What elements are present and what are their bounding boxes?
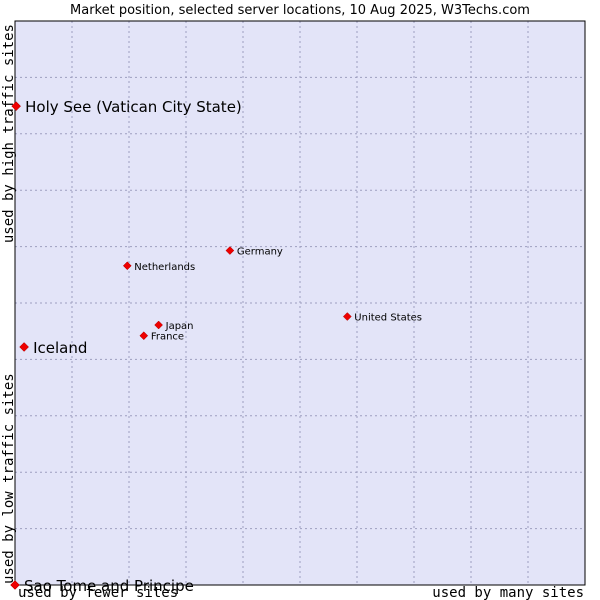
point-marker-germany — [225, 246, 235, 255]
point-label-holy-see-vatican-city-state: Holy See (Vatican City State) — [25, 98, 242, 116]
point-marker-sao-tome-and-principe — [10, 580, 20, 590]
point-marker-france — [139, 331, 149, 341]
point-label-iceland: Iceland — [33, 339, 87, 357]
point-label-united-states: United States — [354, 313, 422, 324]
point-label-germany: Germany — [237, 247, 283, 258]
point-label-netherlands: Netherlands — [134, 262, 195, 273]
point-label-japan: Japan — [165, 321, 194, 332]
y-axis-label-high: used by high traffic sites — [1, 24, 17, 243]
point-label-france: France — [151, 332, 184, 343]
point-marker-iceland — [19, 342, 29, 352]
x-axis-label-low: used by fewer sites — [18, 585, 178, 600]
data-points: Holy See (Vatican City State) Iceland Sao … — [10, 98, 422, 595]
x-axis-label-high: used by many sites — [432, 585, 584, 600]
point-marker-holy-see-vatican-city-state — [11, 101, 21, 112]
chart-title: Market position, selected server locatio… — [70, 3, 530, 18]
plot-area — [14, 20, 586, 586]
point-marker-united-states — [342, 312, 352, 321]
y-axis-label-low: used by low traffic sites — [1, 373, 17, 584]
point-marker-japan — [154, 320, 163, 330]
point-label-sao-tome-and-principe: Sao Tome and Principe — [24, 577, 194, 595]
plot-border — [14, 20, 586, 586]
point-marker-netherlands — [122, 261, 132, 271]
